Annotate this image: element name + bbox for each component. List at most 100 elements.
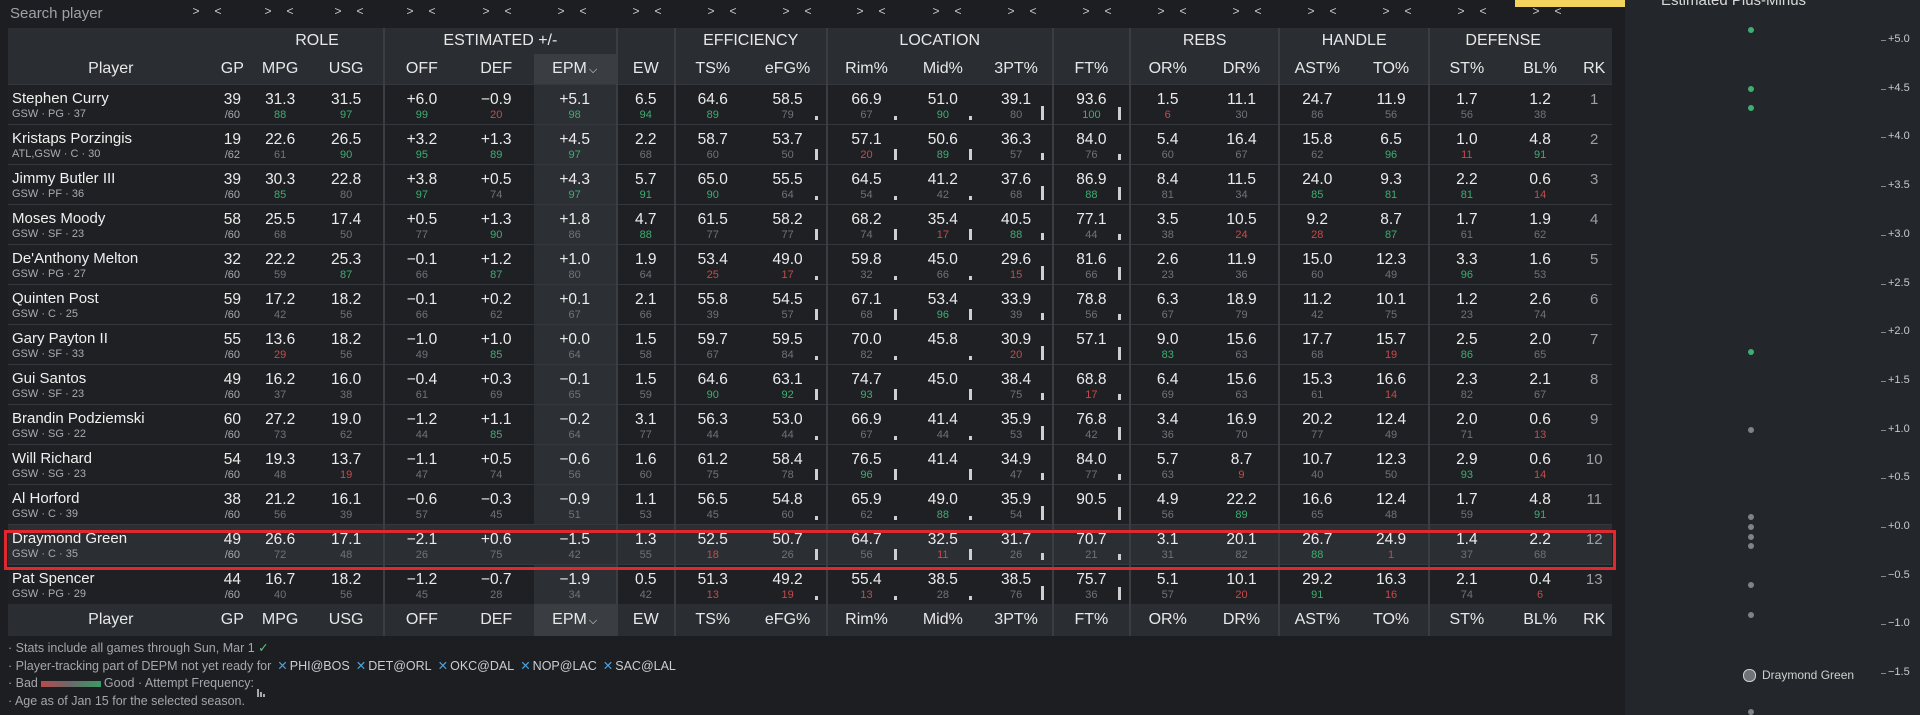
scroll-left-arrow[interactable]: < — [804, 4, 812, 18]
col-footer-three[interactable]: 3PT% — [980, 604, 1053, 636]
scroll-left-arrow[interactable]: < — [504, 4, 512, 18]
col-footer-to[interactable]: TO% — [1354, 604, 1429, 636]
col-footer-player[interactable]: Player — [8, 604, 214, 636]
col-footer-off[interactable]: OFF — [383, 604, 459, 636]
player-name[interactable]: Kristaps Porzingis — [12, 130, 133, 147]
table-row[interactable]: Stephen Curry GSW · PG · 37 39/60 31.3 88 31.… — [8, 84, 1612, 125]
epm-dot[interactable] — [1748, 426, 1754, 433]
table-row[interactable]: Will Richard GSW · SG · 23 54/60 19.3 48 13.7… — [8, 444, 1612, 485]
col-header-ft[interactable]: FT% — [1051, 54, 1130, 85]
table-row[interactable]: Moses Moody GSW · SF · 23 58/60 25.5 68 17.4 5… — [8, 204, 1612, 245]
col-header-def[interactable]: DEF — [458, 54, 534, 85]
col-header-rk[interactable]: RK — [1576, 54, 1612, 85]
scroll-right-arrow[interactable]: > — [1232, 4, 1240, 18]
col-footer-bl[interactable]: BL% — [1503, 604, 1577, 636]
table-row[interactable]: Pat Spencer GSW · PG · 29 44/60 16.7 40 18.2 5… — [8, 564, 1612, 604]
col-footer-or[interactable]: OR% — [1128, 604, 1205, 636]
player-name[interactable]: Quinten Post — [12, 290, 99, 307]
player-cell[interactable]: Will Richard GSW · SG · 23 — [8, 444, 214, 485]
scroll-right-arrow[interactable]: > — [782, 4, 790, 18]
scroll-right-arrow[interactable]: > — [932, 4, 940, 18]
player-name[interactable]: Gui Santos — [12, 370, 87, 387]
game-chip[interactable]: ✕ OKC@DAL — [438, 659, 515, 673]
table-row[interactable]: Gui Santos GSW · SF · 23 49/60 16.2 37 16.0 38… — [8, 364, 1612, 405]
col-header-usg[interactable]: USG — [309, 54, 385, 85]
scroll-right-arrow[interactable]: > — [1307, 4, 1315, 18]
player-cell[interactable]: Stephen Curry GSW · PG · 37 — [8, 84, 214, 125]
scroll-left-arrow[interactable]: < — [428, 4, 436, 18]
scroll-right-arrow[interactable]: > — [632, 4, 640, 18]
sort-chevron-icon[interactable]: ⌵ — [588, 64, 598, 76]
player-cell[interactable]: Draymond Green GSW · C · 35 — [8, 524, 214, 565]
table-row[interactable]: Quinten Post GSW · C · 25 59/60 17.2 42 18.2 5… — [8, 284, 1612, 325]
scroll-left-arrow[interactable]: < — [1554, 4, 1562, 18]
col-footer-rim[interactable]: Rim% — [825, 604, 906, 636]
player-name[interactable]: Jimmy Butler III — [12, 170, 116, 187]
player-name[interactable]: Al Horford — [12, 490, 80, 507]
sort-chevron-icon[interactable]: ⌵ — [588, 615, 598, 627]
player-cell[interactable]: Quinten Post GSW · C · 25 — [8, 284, 214, 325]
scroll-left-arrow[interactable]: < — [214, 4, 222, 18]
epm-dot[interactable] — [1748, 709, 1754, 715]
col-header-ew[interactable]: EW — [615, 54, 675, 85]
col-header-efg[interactable]: eFG% — [749, 54, 827, 85]
player-cell[interactable]: De'Anthony Melton GSW · PG · 27 — [8, 244, 214, 285]
player-name[interactable]: De'Anthony Melton — [12, 250, 139, 267]
top-yellow-button[interactable] — [1515, 0, 1625, 7]
scroll-right-arrow[interactable]: > — [406, 4, 414, 18]
close-icon[interactable]: ✕ — [520, 658, 531, 673]
scroll-right-arrow[interactable]: > — [264, 4, 272, 18]
player-name[interactable]: Moses Moody — [12, 210, 106, 227]
table-row[interactable]: Al Horford GSW · C · 39 38/60 21.2 56 16.1 39−… — [8, 484, 1612, 525]
col-header-ast[interactable]: AST% — [1278, 54, 1355, 85]
col-header-mpg[interactable]: MPG — [251, 54, 310, 85]
player-name[interactable]: Stephen Curry — [12, 90, 109, 107]
col-footer-gp[interactable]: GP — [213, 604, 252, 636]
epm-dot[interactable] — [1748, 514, 1754, 521]
epm-dot[interactable] — [1748, 348, 1754, 355]
col-header-bl[interactable]: BL% — [1503, 54, 1577, 85]
epm-dot[interactable] — [1748, 582, 1754, 589]
epm-dot[interactable] — [1748, 85, 1754, 92]
epm-dot[interactable] — [1748, 524, 1754, 530]
col-footer-mpg[interactable]: MPG — [251, 604, 310, 636]
scroll-left-arrow[interactable]: < — [954, 4, 962, 18]
col-footer-ft[interactable]: FT% — [1051, 604, 1130, 636]
table-row[interactable]: Draymond Green GSW · C · 35 49/60 26.6 72 17.… — [8, 524, 1612, 565]
close-icon[interactable]: ✕ — [437, 658, 449, 673]
scrollbar[interactable] — [1612, 8, 1622, 638]
scroll-right-arrow[interactable]: > — [1532, 4, 1540, 18]
player-name[interactable]: Brandin Podziemski — [12, 410, 145, 427]
col-footer-usg[interactable]: USG — [309, 604, 385, 636]
player-cell[interactable]: Gary Payton II GSW · SF · 33 — [8, 324, 214, 365]
player-cell[interactable]: Gui Santos GSW · SF · 23 — [8, 364, 214, 405]
scroll-right-arrow[interactable]: > — [1007, 4, 1015, 18]
player-name[interactable]: Draymond Green — [12, 530, 128, 547]
search-input[interactable] — [10, 2, 180, 24]
scroll-right-arrow[interactable]: > — [557, 4, 565, 18]
scroll-left-arrow[interactable]: < — [1179, 4, 1187, 18]
col-header-epm[interactable]: EPM ⌵ — [533, 54, 617, 85]
col-header-dr[interactable]: DR% — [1204, 54, 1280, 85]
col-footer-rk[interactable]: RK — [1576, 604, 1612, 636]
col-header-st[interactable]: ST% — [1427, 54, 1504, 85]
scroll-left-arrow[interactable]: < — [1404, 4, 1412, 18]
col-footer-ast[interactable]: AST% — [1278, 604, 1355, 636]
player-cell[interactable]: Moses Moody GSW · SF · 23 — [8, 204, 214, 245]
col-footer-epm[interactable]: EPM ⌵ — [533, 604, 617, 636]
col-header-player[interactable]: Player — [8, 54, 214, 85]
col-header-off[interactable]: OFF — [383, 54, 459, 85]
col-footer-ts[interactable]: TS% — [673, 604, 750, 636]
table-row[interactable]: Kristaps Porzingis ATL,GSW · C · 30 19/62 2… — [8, 124, 1612, 165]
epm-dot[interactable] — [1748, 543, 1754, 550]
game-chip[interactable]: ✕ SAC@LAL — [603, 659, 676, 673]
col-footer-ew[interactable]: EW — [615, 604, 675, 636]
col-header-mid[interactable]: Mid% — [905, 54, 981, 85]
scroll-left-arrow[interactable]: < — [1254, 4, 1262, 18]
scroll-left-arrow[interactable]: < — [654, 4, 662, 18]
scroll-right-arrow[interactable]: > — [707, 4, 715, 18]
scroll-right-arrow[interactable]: > — [1082, 4, 1090, 18]
col-footer-st[interactable]: ST% — [1427, 604, 1504, 636]
epm-dot[interactable] — [1748, 27, 1754, 34]
col-header-rim[interactable]: Rim% — [825, 54, 906, 85]
